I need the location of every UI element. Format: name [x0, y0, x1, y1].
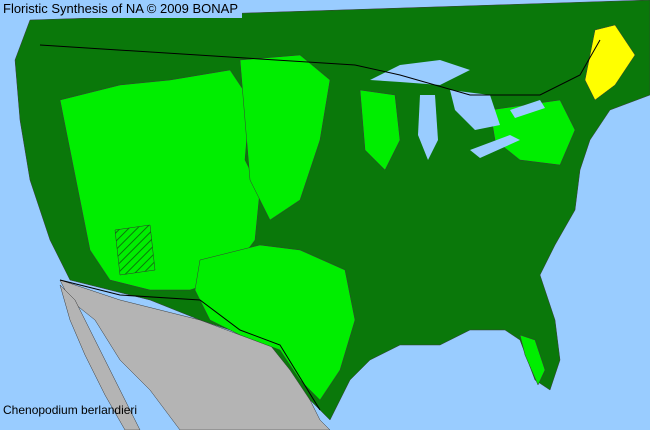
lake-huron [450, 90, 500, 130]
map-title: Floristic Synthesis of NA © 2009 BONAP [0, 0, 243, 18]
hatched-region [114, 224, 156, 276]
plains-bright-patches [239, 54, 331, 221]
mexico-region [59, 279, 331, 430]
northeast-bright-patches [489, 99, 576, 166]
florida-bright-patches [519, 334, 546, 386]
lake-superior [370, 60, 470, 85]
midwest-bright-patches [359, 89, 401, 171]
species-name: Chenopodium berlandieri [3, 403, 138, 417]
us-canada-border [39, 39, 601, 96]
us-mexico-border [59, 279, 321, 411]
lake-michigan [418, 95, 438, 160]
texas-bright-region [194, 244, 356, 401]
baja-peninsula [59, 284, 141, 430]
lake-ontario [510, 100, 545, 118]
lake-erie [470, 135, 520, 158]
